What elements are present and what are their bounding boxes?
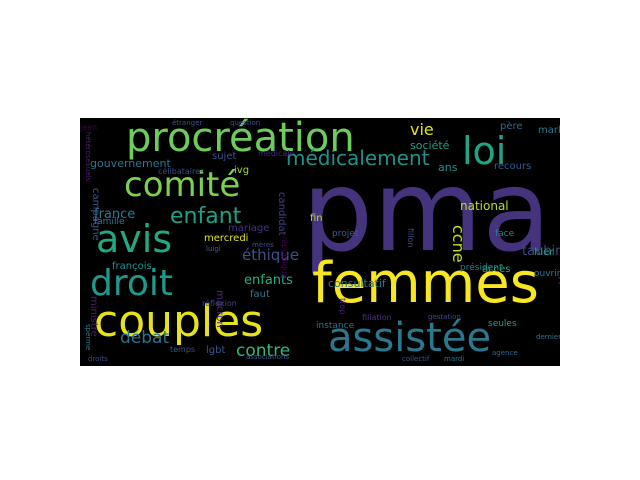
word-enfants: enfants — [244, 273, 293, 288]
word-mariage: mariage — [228, 223, 270, 234]
word-etranger: étranger — [172, 119, 203, 127]
word-reflexion: réflexion — [202, 299, 237, 308]
word-faut: faut — [250, 289, 270, 300]
word-procreation: procréation — [126, 118, 355, 161]
word-femmes: femmes — [312, 251, 539, 316]
word-medicalement: médicalement — [286, 146, 430, 170]
word-cloud: pma femmes procréation couples assistée loi co… — [80, 118, 560, 366]
word-fin: fin — [310, 213, 323, 224]
word-collectif: collectif — [402, 355, 430, 363]
word-heterosexuels: hétérosexuels — [84, 132, 92, 182]
word-seules: seules — [488, 319, 517, 329]
word-question: question — [230, 119, 261, 127]
word-trop: trop — [338, 298, 347, 315]
word-pere: père — [500, 121, 523, 132]
word-mercredi: mercredi — [204, 233, 249, 244]
word-macron: macron — [214, 290, 225, 328]
word-ouvrir: ouvrir — [534, 269, 560, 279]
word-republique: république — [280, 236, 289, 279]
word-associations: associations — [246, 353, 290, 361]
word-couples: couples — [94, 296, 264, 347]
word-recours: recours — [494, 161, 532, 172]
word-sujet: sujet — [212, 151, 237, 162]
word-taubira: taubira — [522, 244, 560, 259]
word-sperme: sperme — [84, 324, 92, 351]
word-marlene: marlène — [538, 125, 560, 136]
word-pma: pma — [302, 147, 551, 277]
word-schiappa: schiappa — [558, 256, 560, 292]
word-droit: droit — [90, 263, 174, 304]
word-instance: instance — [316, 321, 355, 331]
word-vie: vie — [410, 120, 434, 139]
word-jean: jean — [80, 123, 98, 132]
word-famille: famille — [94, 217, 125, 227]
word-agence: agence — [492, 349, 518, 357]
word-gouvernement: gouvernement — [90, 157, 171, 170]
word-acces: accès — [482, 264, 511, 275]
word-face: face — [495, 229, 515, 239]
word-medicale: médicale — [258, 149, 295, 158]
word-francois: françois — [112, 261, 152, 272]
word-ethique: éthique — [242, 246, 300, 264]
word-president: président — [460, 263, 503, 273]
word-fillon: fillon — [406, 228, 415, 248]
word-loi: loi — [462, 129, 507, 173]
word-consultatif: consultatif — [328, 277, 386, 290]
word-ans: ans — [438, 161, 458, 174]
word-luigi: luigi — [206, 245, 221, 253]
word-comite: comité — [124, 165, 241, 205]
word-contre: contre — [236, 341, 291, 361]
word-avis: avis — [96, 217, 173, 261]
word-celibataires: célibataires — [158, 167, 205, 176]
word-societe: société — [410, 139, 450, 152]
word-ccne: ccne — [449, 225, 468, 263]
word-national: national — [460, 199, 509, 213]
word-france: france — [94, 207, 136, 222]
word-meres: mères — [252, 241, 274, 249]
word-ivg: ivg — [234, 165, 250, 176]
word-temps: temps — [170, 345, 196, 354]
word-assistee: assistée — [328, 315, 492, 361]
word-droits: droits — [88, 355, 108, 363]
word-gestation: gestation — [428, 313, 461, 321]
word-mardi: mardi — [444, 355, 465, 363]
word-projet: projet — [332, 229, 359, 239]
word-campagne: campagne — [90, 188, 101, 241]
word-filiation: filiation — [362, 313, 392, 322]
word-enfant: enfant — [170, 204, 242, 229]
word-hier: hier — [534, 247, 554, 258]
word-candidat: candidat — [276, 192, 287, 236]
word-dernier: dernier — [536, 333, 560, 341]
word-lgbt: lgbt — [206, 345, 226, 356]
word-debat: débat — [120, 328, 170, 348]
